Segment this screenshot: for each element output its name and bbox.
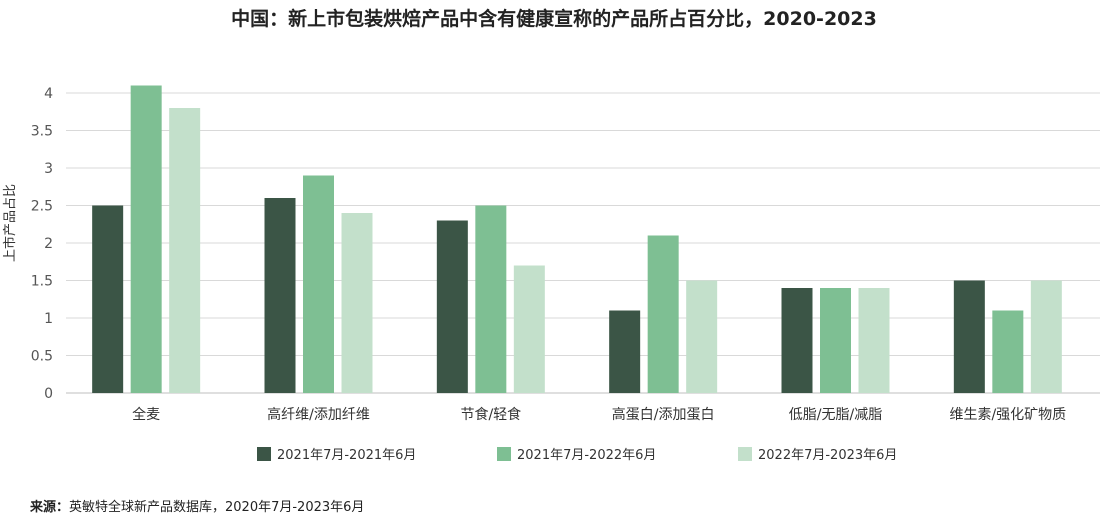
bar bbox=[858, 288, 890, 393]
y-axis-label: 上市产品占比 bbox=[2, 184, 18, 262]
bar bbox=[992, 310, 1024, 393]
bar bbox=[781, 288, 813, 393]
bar bbox=[130, 85, 162, 393]
legend-swatch bbox=[497, 447, 511, 461]
y-tick-label: 1 bbox=[44, 311, 53, 327]
y-tick-label: 3.5 bbox=[31, 124, 53, 140]
bar bbox=[475, 205, 507, 393]
x-tick-label: 全麦 bbox=[132, 406, 160, 423]
bar bbox=[341, 213, 373, 393]
bar bbox=[92, 205, 124, 393]
bar bbox=[169, 108, 201, 393]
x-axis-ticks: 全麦 高纤维/添加纤维 节食/轻食 高蛋白/添加蛋白 低脂/无脂/减脂 维生素/强化矿物质 bbox=[132, 406, 1066, 423]
grid-lines bbox=[66, 92, 1100, 394]
source-text: 英敏特全球新产品数据库，2020年7月-2023年6月 bbox=[69, 500, 365, 515]
bar bbox=[953, 280, 985, 393]
x-tick-label: 节食/轻食 bbox=[460, 406, 521, 423]
x-tick-label: 低脂/无脂/减脂 bbox=[789, 407, 882, 423]
bar bbox=[1030, 280, 1062, 393]
x-tick-label: 高纤维/添加纤维 bbox=[267, 406, 370, 423]
legend-label: 2021年7月-2021年6月 bbox=[277, 448, 416, 463]
bar bbox=[609, 310, 641, 393]
x-tick-label: 维生素/强化矿物质 bbox=[949, 407, 1066, 423]
bars bbox=[92, 85, 1062, 393]
legend-label: 2021年7月-2022年6月 bbox=[517, 448, 656, 463]
bar bbox=[513, 265, 545, 393]
y-tick-label: 4 bbox=[44, 86, 53, 102]
legend-swatch bbox=[738, 447, 752, 461]
y-tick-label: 2 bbox=[44, 236, 53, 252]
y-tick-label: 1.5 bbox=[31, 274, 53, 290]
legend-label: 2022年7月-2023年6月 bbox=[758, 448, 897, 463]
y-tick-label: 0.5 bbox=[31, 349, 53, 365]
bar bbox=[647, 235, 679, 393]
bar bbox=[264, 198, 296, 393]
bar bbox=[820, 288, 851, 393]
bar bbox=[303, 175, 334, 393]
legend: 2021年7月-2021年6月 2021年7月-2022年6月 2022年7月-20… bbox=[257, 447, 897, 463]
y-tick-label: 0 bbox=[44, 386, 53, 402]
legend-swatch bbox=[257, 447, 271, 461]
y-tick-label: 3 bbox=[44, 161, 53, 177]
source-label: 来源： bbox=[30, 500, 70, 515]
x-tick-label: 高蛋白/添加蛋白 bbox=[612, 406, 715, 423]
y-tick-label: 2.5 bbox=[31, 199, 53, 215]
chart-title: 中国：新上市包装烘焙产品中含有健康宣称的产品所占百分比，2020-2023 bbox=[231, 8, 877, 30]
y-axis-ticks: 0 0.5 1 1.5 2 2.5 3 3.5 4 bbox=[31, 86, 53, 402]
bar bbox=[436, 220, 468, 393]
bar bbox=[686, 280, 718, 393]
source-note: 来源：英敏特全球新产品数据库，2020年7月-2023年6月 bbox=[30, 496, 364, 515]
